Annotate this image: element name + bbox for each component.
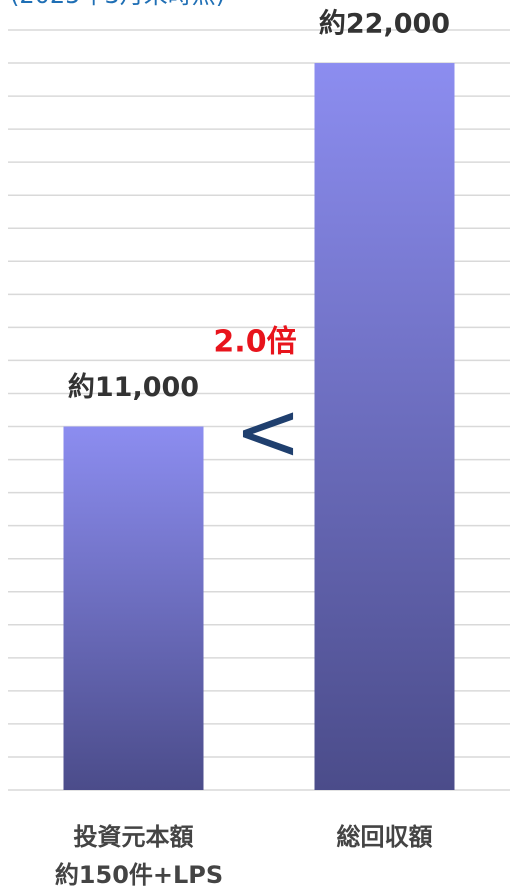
value-label: 約22,000 [319, 8, 450, 40]
comparison-sign: < [234, 385, 301, 478]
category-detail: 約150件+LPS [55, 861, 223, 889]
ratio-label: 2.0倍 [213, 325, 296, 360]
chart-title: (2025年3月末時点) [10, 0, 225, 9]
value-label: 約11,000 [68, 371, 199, 403]
bar [314, 63, 455, 791]
bar [63, 426, 204, 790]
x-tick-label: 総回収額 [337, 823, 433, 851]
x-tick-label: 投資元本額 [74, 823, 194, 851]
